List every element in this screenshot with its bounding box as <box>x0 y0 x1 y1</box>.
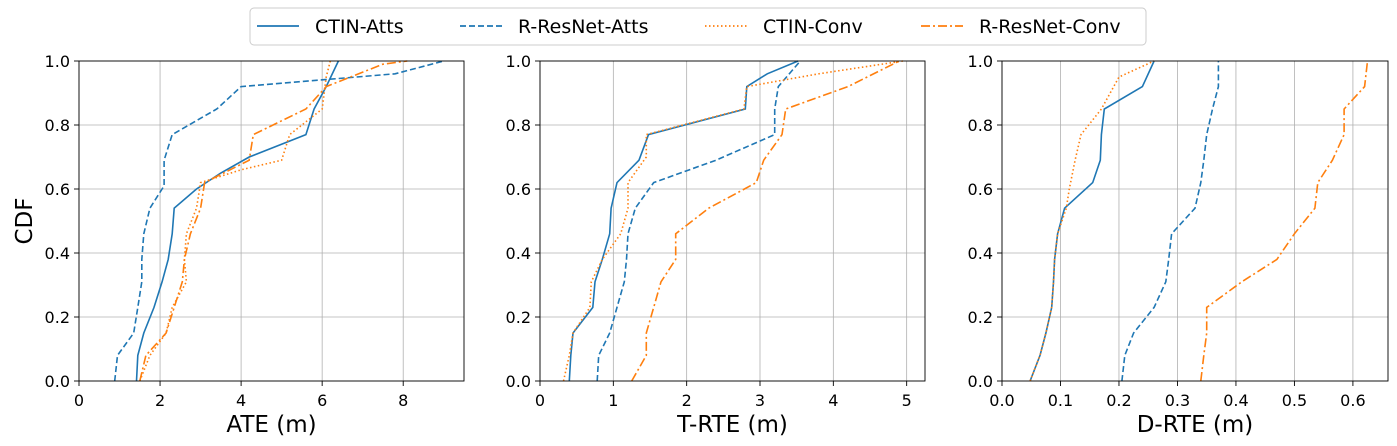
y-tick-label: 0.0 <box>45 372 70 391</box>
legend-label-r-resnet-conv: R-ResNet-Conv <box>979 16 1121 38</box>
legend-frame <box>249 7 1147 46</box>
x-tick-label: 2 <box>682 391 692 410</box>
grid <box>539 60 925 382</box>
series-line-r-resnet-conv <box>1200 60 1369 381</box>
y-tick-label: 0.2 <box>45 308 70 327</box>
legend: CTIN-Atts R-ResNet-Atts CTIN-Conv R-ResNet-… <box>249 7 1147 46</box>
x-tick-label: 4 <box>236 391 246 410</box>
y-tick-label: 1.0 <box>45 52 70 71</box>
series-lines <box>562 60 904 381</box>
y-tick-label: 0.4 <box>45 244 70 263</box>
x-tick-label: 2 <box>155 391 165 410</box>
x-tick-label: 0.0 <box>989 391 1014 410</box>
plot-frame <box>78 60 465 382</box>
series-line-ctin-atts <box>1029 60 1155 381</box>
y-tick-label: 0.8 <box>506 116 531 135</box>
y-tick-label: 0.6 <box>45 180 70 199</box>
y-axis-label: CDF <box>12 198 38 245</box>
x-tick-label: 0.4 <box>1223 391 1248 410</box>
x-tick-label: 1 <box>608 391 618 410</box>
series-line-r-resnet-atts <box>596 60 801 381</box>
y-tick-label: 1.0 <box>506 52 531 71</box>
series-line-r-resnet-atts <box>113 60 444 381</box>
y-tick-label: 0.0 <box>506 372 531 391</box>
y-tick-label: 0.0 <box>968 372 993 391</box>
x-tick-label: 0 <box>535 391 545 410</box>
panel-1: 0 2 4 6 8 0.0 0.2 0.4 0.6 0.8 1.0 ATE (m) <box>45 52 465 438</box>
x-tick-label: 5 <box>902 391 912 410</box>
y-tick-label: 0.8 <box>45 116 70 135</box>
x-tick-label: 0.1 <box>1048 391 1073 410</box>
x-tick-label: 0.2 <box>1106 391 1131 410</box>
series-line-ctin-conv <box>139 60 332 381</box>
series-line-ctin-conv <box>562 60 904 381</box>
series-lines <box>113 60 444 381</box>
y-tick-label: 0.2 <box>506 308 531 327</box>
x-axis-label: T-RTE (m) <box>676 412 788 438</box>
series-line-r-resnet-conv <box>631 60 900 381</box>
series-line-ctin-conv <box>1029 60 1155 381</box>
series-line-ctin-atts <box>568 60 799 381</box>
legend-label-ctin-conv: CTIN-Conv <box>763 16 863 38</box>
x-axis-label: ATE (m) <box>226 412 316 438</box>
x-tick-label: 4 <box>828 391 838 410</box>
y-tick-label: 0.4 <box>968 244 993 263</box>
series-line-ctin-atts <box>135 60 340 381</box>
series-line-r-resnet-atts <box>1121 61 1220 381</box>
x-tick-label: 0 <box>74 391 84 410</box>
x-tick-label: 8 <box>398 391 408 410</box>
grid <box>1001 60 1388 382</box>
plot-frame <box>1001 60 1389 382</box>
y-tick-label: 1.0 <box>968 52 993 71</box>
y-tick-label: 0.8 <box>968 116 993 135</box>
series-line-r-resnet-conv <box>139 60 408 381</box>
x-tick-label: 0.3 <box>1165 391 1190 410</box>
x-tick-label: 0.6 <box>1340 391 1365 410</box>
x-tick-label: 3 <box>755 391 765 410</box>
grid <box>78 60 464 382</box>
x-tick-label: 0.5 <box>1282 391 1307 410</box>
y-tick-label: 0.2 <box>968 308 993 327</box>
plot-frame <box>539 60 926 382</box>
y-tick-label: 0.4 <box>506 244 531 263</box>
legend-label-ctin-atts: CTIN-Atts <box>315 16 404 38</box>
x-tick-label: 6 <box>317 391 327 410</box>
panel-2: 0 1 2 3 4 5 0.0 0.2 0.4 0.6 0.8 1.0 T-RTE (m) <box>506 52 926 438</box>
series-lines <box>1029 60 1369 381</box>
y-tick-label: 0.6 <box>968 180 993 199</box>
legend-label-r-resnet-atts: R-ResNet-Atts <box>518 16 648 38</box>
y-tick-label: 0.6 <box>506 180 531 199</box>
panel-3: 0.0 0.1 0.2 0.3 0.4 0.5 0.6 0.0 0.2 0.4 0.6 0.8 1.0 D… <box>968 52 1389 438</box>
x-axis-label: D-RTE (m) <box>1137 412 1254 438</box>
